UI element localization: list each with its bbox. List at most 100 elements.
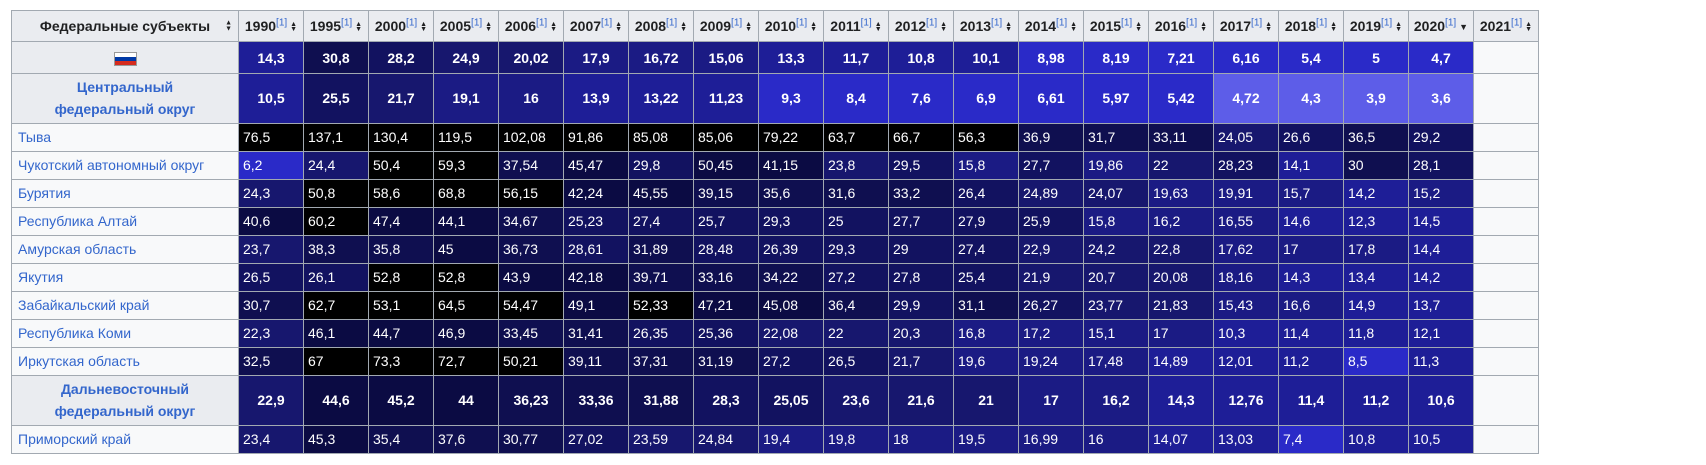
sort-icon: ▲ ▼ xyxy=(810,20,818,34)
value-cell: 8,5 xyxy=(1343,346,1409,376)
ref-link[interactable]: [1] xyxy=(471,17,483,29)
value-cell: 24,07 xyxy=(1083,178,1149,208)
region-link[interactable]: Якутия xyxy=(18,269,64,286)
value-cell: 76,5 xyxy=(238,122,304,152)
empty-cell xyxy=(1473,262,1539,292)
value-cell: 91,86 xyxy=(563,122,629,152)
column-header-year-2007[interactable]: 2007[1] ▲ ▼ xyxy=(563,10,629,42)
column-header-year-2021[interactable]: 2021[1] ▲ ▼ xyxy=(1473,10,1539,42)
sort-icon: ▲ ▼ xyxy=(355,20,363,34)
ref-link[interactable]: [1] xyxy=(276,17,288,29)
column-header-year-2012[interactable]: 2012[1] ▲ ▼ xyxy=(888,10,954,42)
column-header-year-2017[interactable]: 2017[1] ▲ ▼ xyxy=(1213,10,1279,42)
ref-link[interactable]: [1] xyxy=(406,17,418,29)
value-cell: 20,02 xyxy=(498,41,564,74)
value-cell: 18 xyxy=(888,424,954,454)
value-cell: 28,3 xyxy=(693,374,759,426)
district-link[interactable]: Центральный федеральный округ xyxy=(54,79,196,118)
region-link[interactable]: Иркутская область xyxy=(18,353,140,370)
column-header-year-2014[interactable]: 2014[1] ▲ ▼ xyxy=(1018,10,1084,42)
column-header-year-2013[interactable]: 2013[1] ▲ ▼ xyxy=(953,10,1019,42)
column-header-year-2011[interactable]: 2011[1] ▲ ▼ xyxy=(823,10,889,42)
column-header-year-2010[interactable]: 2010[1] ▲ ▼ xyxy=(758,10,824,42)
value-cell: 17,9 xyxy=(563,41,629,74)
region-link[interactable]: Амурская область xyxy=(18,241,137,258)
ref-link[interactable]: [1] xyxy=(1056,17,1068,29)
value-cell: 12,76 xyxy=(1213,374,1279,426)
value-cell: 23,77 xyxy=(1083,290,1149,320)
value-cell: 29,2 xyxy=(1408,122,1474,152)
ref-link[interactable]: [1] xyxy=(666,17,678,29)
ref-link[interactable]: [1] xyxy=(536,17,548,29)
column-header-subjects[interactable]: Федеральные субъекты ▲ ▼ xyxy=(11,10,239,42)
value-cell: 28,23 xyxy=(1213,150,1279,180)
column-header-year-2008[interactable]: 2008[1] ▲ ▼ xyxy=(628,10,694,42)
value-cell: 14,9 xyxy=(1343,290,1409,320)
row-header: Забайкальский край xyxy=(11,290,239,320)
ref-link[interactable]: [1] xyxy=(1316,17,1328,29)
ref-link[interactable]: [1] xyxy=(1186,17,1198,29)
district-link[interactable]: Дальневосточный федеральный округ xyxy=(54,380,196,420)
ref-link[interactable]: [1] xyxy=(341,17,353,29)
ref-link[interactable]: [1] xyxy=(991,17,1003,29)
sort-icon: ▲ ▼ xyxy=(1070,20,1078,34)
value-cell: 6,2 xyxy=(238,150,304,180)
ref-link[interactable]: [1] xyxy=(1381,17,1393,29)
column-header-year-2005[interactable]: 2005[1] ▲ ▼ xyxy=(433,10,499,42)
ref-link[interactable]: [1] xyxy=(731,17,743,29)
ref-link[interactable]: [1] xyxy=(796,17,808,29)
region-link[interactable]: Чукотский автономный округ xyxy=(18,157,205,174)
value-cell: 16,99 xyxy=(1018,424,1084,454)
sort-icon: ▲ ▼ xyxy=(745,20,753,34)
column-header-year-1995[interactable]: 1995[1] ▲ ▼ xyxy=(303,10,369,42)
column-header-year-2019[interactable]: 2019[1] ▲ ▼ xyxy=(1343,10,1409,42)
ref-link[interactable]: [1] xyxy=(1121,17,1133,29)
value-cell: 50,4 xyxy=(368,150,434,180)
value-cell: 54,47 xyxy=(498,290,564,320)
year-label: 2010 xyxy=(764,18,797,34)
year-label: 2000 xyxy=(374,18,407,34)
column-header-year-2006[interactable]: 2006[1] ▲ ▼ xyxy=(498,10,564,42)
ref-link[interactable]: [1] xyxy=(926,17,938,29)
value-cell: 21,7 xyxy=(888,346,954,376)
column-header-year-2015[interactable]: 2015[1] ▲ ▼ xyxy=(1083,10,1149,42)
value-cell: 17,48 xyxy=(1083,346,1149,376)
value-cell: 19,1 xyxy=(433,73,499,124)
value-cell: 23,8 xyxy=(823,150,889,180)
column-header-year-2018[interactable]: 2018[1] ▲ ▼ xyxy=(1278,10,1344,42)
value-cell: 27,4 xyxy=(628,206,694,236)
value-cell: 23,6 xyxy=(823,374,889,426)
ref-link[interactable]: [1] xyxy=(1445,17,1457,29)
value-cell: 11,2 xyxy=(1343,374,1409,426)
value-cell: 39,11 xyxy=(563,346,629,376)
region-link[interactable]: Республика Коми xyxy=(18,325,132,342)
flag-russia-icon[interactable] xyxy=(113,51,137,66)
region-link[interactable]: Бурятия xyxy=(18,185,71,202)
column-header-year-2020[interactable]: 2020[1] ▼ xyxy=(1408,10,1474,42)
value-cell: 27,2 xyxy=(758,346,824,376)
region-link[interactable]: Приморский край xyxy=(18,431,132,448)
ref-link[interactable]: [1] xyxy=(1251,17,1263,29)
table-row-district: Центральный федеральный округ 10,5 25,5 21,… xyxy=(11,73,1539,124)
value-cell: 8,98 xyxy=(1018,41,1084,74)
year-label: 2006 xyxy=(504,18,537,34)
value-cell: 16,55 xyxy=(1213,206,1279,236)
value-cell: 26,5 xyxy=(823,346,889,376)
value-cell: 62,7 xyxy=(303,290,369,320)
column-header-year-1990[interactable]: 1990[1] ▲ ▼ xyxy=(238,10,304,42)
column-header-year-2000[interactable]: 2000[1] ▲ ▼ xyxy=(368,10,434,42)
ref-link[interactable]: [1] xyxy=(601,17,613,29)
sort-icon: ▲ ▼ xyxy=(615,20,623,34)
value-cell: 3,6 xyxy=(1408,73,1474,124)
region-link[interactable]: Республика Алтай xyxy=(18,213,138,230)
column-header-year-2009[interactable]: 2009[1] ▲ ▼ xyxy=(693,10,759,42)
column-header-year-2016[interactable]: 2016[1] ▲ ▼ xyxy=(1148,10,1214,42)
value-cell: 50,8 xyxy=(303,178,369,208)
table-row-russia: 14,3 30,8 28,2 24,9 20,02 17,9 16,72 15,06 13,3 1… xyxy=(11,41,1539,74)
ref-link[interactable]: [1] xyxy=(860,17,872,29)
ref-link[interactable]: [1] xyxy=(1511,17,1523,29)
sort-icon: ▲ ▼ xyxy=(550,20,558,34)
value-cell: 36,73 xyxy=(498,234,564,264)
region-link[interactable]: Забайкальский край xyxy=(18,297,150,314)
region-link[interactable]: Тыва xyxy=(18,129,52,146)
